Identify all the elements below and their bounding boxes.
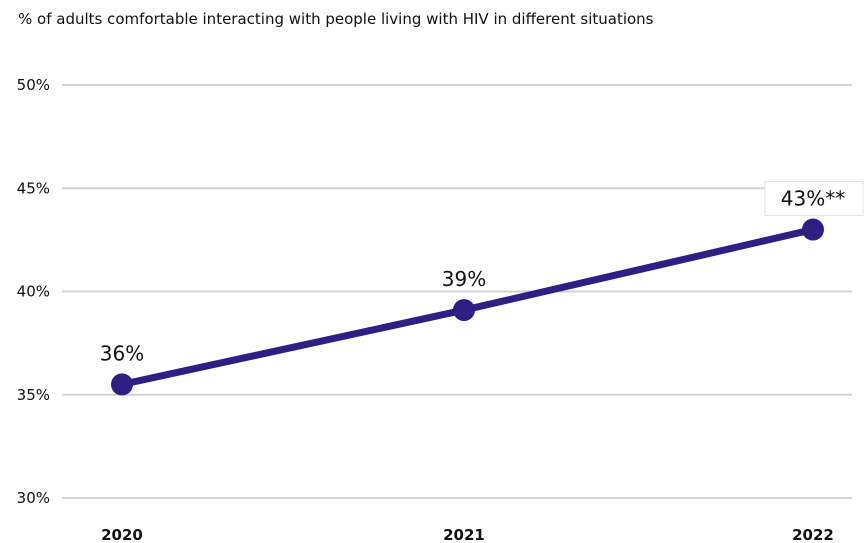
x-tick-label: 2021: [443, 526, 485, 543]
data-label: 43%**: [781, 187, 845, 211]
y-axis-tick-labels: 50% 45% 40% 35% 30%: [17, 76, 50, 507]
data-point: [111, 373, 133, 396]
data-point: [453, 299, 475, 322]
y-tick-label: 35%: [17, 386, 50, 404]
gridlines: [62, 84, 852, 499]
data-label: 36%: [100, 341, 144, 365]
x-tick-label: 2020: [101, 526, 143, 543]
y-tick-label: 45%: [17, 179, 50, 197]
data-label: 39%: [442, 267, 486, 291]
data-point: [802, 218, 824, 241]
x-axis-tick-labels: 2020 2021 2022: [101, 526, 834, 543]
y-tick-label: 50%: [17, 76, 50, 94]
y-tick-label: 30%: [17, 489, 50, 507]
y-tick-label: 40%: [17, 283, 50, 301]
series-layer: [111, 218, 824, 396]
data-label-box: [764, 181, 864, 217]
data-labels: 36% 39% 43%**: [100, 181, 864, 365]
x-tick-label: 2022: [792, 526, 834, 543]
chart-title: % of adults comfortable interacting with…: [18, 10, 654, 28]
